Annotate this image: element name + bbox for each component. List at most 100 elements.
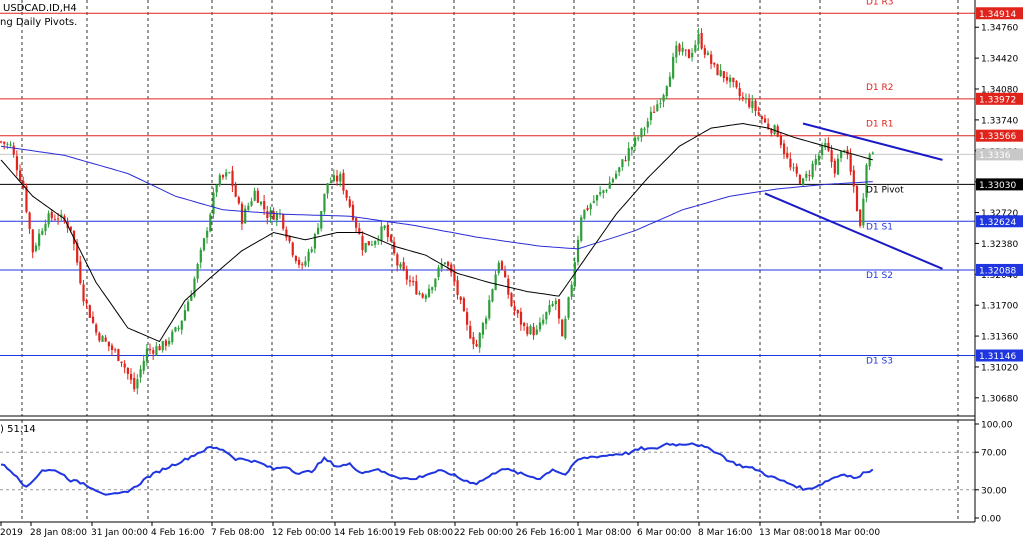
candle-body xyxy=(60,214,63,218)
candle-body xyxy=(573,262,576,287)
candle-body xyxy=(605,190,608,192)
candle-body xyxy=(434,278,437,288)
candle-body xyxy=(643,128,646,131)
candle-body xyxy=(133,378,136,390)
candle-body xyxy=(710,54,713,64)
candle-body xyxy=(589,204,592,210)
candle-body xyxy=(599,191,602,195)
candle-body xyxy=(532,326,535,336)
candle-body xyxy=(646,121,649,128)
pivot-lines xyxy=(0,12,975,357)
channel-line xyxy=(802,122,943,161)
candle-body xyxy=(95,324,98,333)
candle-body xyxy=(852,170,855,187)
candle-body xyxy=(608,182,611,189)
candle-body xyxy=(735,81,738,88)
candle-body xyxy=(459,296,462,300)
candle-body xyxy=(117,349,120,361)
candle-body xyxy=(377,239,380,241)
candle-body xyxy=(475,344,478,347)
candle-body xyxy=(570,284,573,297)
candle-body xyxy=(821,145,824,156)
oscillator-tick-label: 100.00 xyxy=(981,421,1013,431)
oscillator-tick-label: 70.00 xyxy=(981,449,1007,459)
candle-body xyxy=(139,369,142,378)
price-tick-label: 1.34760 xyxy=(981,24,1018,34)
candle-body xyxy=(849,154,852,172)
candle-body xyxy=(833,160,836,174)
candle-body xyxy=(351,204,355,220)
pivot-price-tag xyxy=(976,215,1023,228)
candle-body xyxy=(206,230,209,238)
candle-body xyxy=(355,218,358,228)
candle-body xyxy=(446,261,450,266)
candle-body xyxy=(614,173,618,179)
candle-body xyxy=(843,150,846,152)
time-tick-label: 7 Feb 08:00 xyxy=(211,528,265,538)
candle-body xyxy=(716,64,719,76)
candle-body xyxy=(792,167,795,169)
oscillator-pane xyxy=(0,442,975,496)
candle-body xyxy=(120,361,123,364)
candle-body xyxy=(830,150,833,162)
time-tick-label: 8 Mar 16:00 xyxy=(698,528,753,538)
candle-body xyxy=(729,77,732,83)
candle-body xyxy=(288,235,291,242)
candle-body xyxy=(770,128,773,134)
candle-body xyxy=(98,333,101,341)
price-tick-label: 1.33740 xyxy=(981,116,1018,126)
candle-body xyxy=(389,235,393,242)
price-tick-label: 1.31700 xyxy=(981,302,1018,312)
candle-body xyxy=(168,340,171,345)
candle-body xyxy=(706,52,710,55)
candle-body xyxy=(101,336,104,342)
candle-body xyxy=(618,167,621,173)
candle-body xyxy=(659,103,662,105)
candle-body xyxy=(386,224,389,238)
candle-body xyxy=(82,284,85,302)
oscillator-tick-label: 0.00 xyxy=(981,515,1001,525)
current-price-value: 1.3336 xyxy=(979,151,1011,161)
candle-body xyxy=(405,269,408,280)
candle-body xyxy=(294,255,298,261)
candle-body xyxy=(567,297,570,318)
candle-body xyxy=(76,242,79,263)
pivot-price-tags: 1.34914 1.33972 1.33566 1.33030 1.32624 1.320… xyxy=(976,7,1023,362)
time-tick-label: 12 Feb 00:00 xyxy=(272,528,331,538)
candle-body xyxy=(453,271,456,282)
candle-body xyxy=(469,325,472,339)
candle-body xyxy=(694,44,697,52)
candle-body xyxy=(779,135,783,146)
time-tick-label: 22 Feb 00:00 xyxy=(454,528,513,538)
candle-body xyxy=(41,230,44,235)
candle-body xyxy=(576,239,580,263)
candle-body xyxy=(557,299,561,319)
candle-body xyxy=(595,195,599,201)
pivot-price-tag-value: 1.34914 xyxy=(979,10,1016,20)
candle-body xyxy=(529,326,532,334)
candle-body xyxy=(485,318,488,324)
candle-body xyxy=(583,209,586,219)
candle-body xyxy=(465,312,469,325)
candle-body xyxy=(757,112,760,115)
candle-body xyxy=(456,280,459,295)
candle-body xyxy=(687,49,691,59)
candle-body xyxy=(865,165,868,198)
candle-body xyxy=(602,190,605,193)
candle-body xyxy=(713,62,716,65)
candle-body xyxy=(678,44,681,52)
candle-body xyxy=(786,152,789,158)
price-tick-label: 1.32380 xyxy=(981,240,1018,250)
candle-body xyxy=(336,175,339,182)
candle-body xyxy=(513,306,516,311)
candle-body xyxy=(57,218,60,220)
candle-body xyxy=(519,311,523,325)
candle-body xyxy=(510,293,513,306)
price-tick-label: 1.31360 xyxy=(981,333,1018,343)
candle-body xyxy=(402,262,405,270)
candle-body xyxy=(824,143,827,148)
candle-body xyxy=(285,229,288,238)
candle-body xyxy=(148,349,152,351)
candle-body xyxy=(187,301,190,312)
